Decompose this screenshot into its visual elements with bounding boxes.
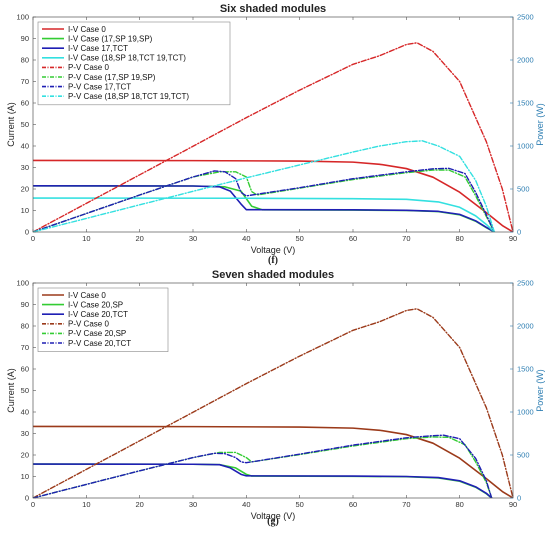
y-tick-label-0: 0: [25, 228, 29, 237]
legend-label-7: P-V Case (18,SP 18,TCT 19,TCT): [68, 92, 189, 101]
series-line-0: [33, 159, 513, 232]
legend-label-1: I-V Case (17,SP 19,SP): [68, 34, 153, 43]
y-tick-label-8: 80: [21, 322, 29, 331]
series-line-3: [33, 197, 496, 232]
x-tick-label-7: 70: [402, 234, 410, 243]
y2-tick-label-4: 2000: [517, 322, 534, 331]
y-tick-label-5: 50: [21, 120, 29, 129]
x-axis-label: Voltage (V): [251, 511, 296, 521]
legend-box: [37, 21, 231, 106]
x-tick-label-4: 40: [242, 234, 250, 243]
y-tick-label-4: 40: [21, 408, 29, 417]
y2-tick-label-0: 0: [517, 494, 521, 503]
legend-label-1: I-V Case 20,SP: [68, 300, 123, 309]
x-tick-label-0: 0: [31, 500, 35, 509]
legend-label-3: I-V Case (18,SP 18,TCT 19,TCT): [68, 54, 186, 63]
series-group: [33, 308, 513, 498]
figure-caption: (g): [267, 516, 279, 527]
legend-label-5: P-V Case 20,TCT: [68, 339, 131, 348]
y-tick-label-10: 100: [16, 279, 29, 288]
y2-tick-label-4: 2000: [517, 56, 534, 65]
y-tick-label-1: 10: [21, 206, 29, 215]
x-tick-label-1: 10: [82, 234, 90, 243]
y-tick-label-1: 10: [21, 472, 29, 481]
series-line-2: [33, 463, 493, 498]
series-line-4: [33, 42, 513, 232]
y2-tick-label-0: 0: [517, 228, 521, 237]
y2-tick-label-5: 2500: [517, 13, 534, 22]
chart-panel-0: 0 10 20 30 40 50 60 70 80 90010203040506070809010…: [6, 3, 545, 266]
x-tick-label-7: 70: [402, 500, 410, 509]
x-tick-label-2: 20: [135, 234, 143, 243]
legend-label-5: P-V Case (17,SP 19,SP): [68, 73, 156, 82]
y-tick-label-2: 20: [21, 185, 29, 194]
x-tick-label-8: 80: [455, 500, 463, 509]
y-tick-label-3: 30: [21, 429, 29, 438]
legend-label-0: I-V Case 0: [68, 291, 106, 300]
y2-tick-label-3: 1500: [517, 365, 534, 374]
series-line-0: [33, 425, 513, 498]
legend-label-3: P-V Case 0: [68, 320, 109, 329]
y-tick-label-3: 30: [21, 163, 29, 172]
legend-box: [37, 287, 169, 352]
y-tick-label-7: 70: [21, 77, 29, 86]
figure-caption: (f): [268, 255, 278, 266]
x-tick-label-2: 20: [135, 500, 143, 509]
y-tick-label-5: 50: [21, 386, 29, 395]
chart-panel-1: 0 10 20 30 40 50 60 70 80 90010203040506070809010…: [6, 269, 545, 527]
y2-tick-label-1: 500: [517, 451, 530, 460]
series-line-2: [33, 184, 496, 232]
x-tick-label-9: 90: [509, 500, 517, 509]
y2-axis-label: Power (W): [535, 103, 545, 146]
series-line-7: [33, 140, 496, 232]
y-tick-label-6: 60: [21, 365, 29, 374]
y-tick-label-9: 90: [21, 34, 29, 43]
y-tick-label-6: 60: [21, 99, 29, 108]
x-tick-label-1: 10: [82, 500, 90, 509]
y2-axis-label: Power (W): [535, 369, 545, 412]
legend-label-6: P-V Case 17,TCT: [68, 82, 131, 91]
legend: I-V Case 0I-V Case 20,SPI-V Case 20,TCTP…: [37, 287, 169, 352]
y-tick-label-8: 80: [21, 56, 29, 65]
y2-tick-label-3: 1500: [517, 99, 534, 108]
x-tick-label-8: 80: [455, 234, 463, 243]
x-tick-label-5: 50: [295, 500, 303, 509]
legend-label-2: I-V Case 17,TCT: [68, 44, 128, 53]
legend-label-2: I-V Case 20,TCT: [68, 310, 128, 319]
legend-label-4: P-V Case 0: [68, 63, 109, 72]
x-tick-label-3: 30: [189, 500, 197, 509]
y-tick-label-0: 0: [25, 494, 29, 503]
y2-tick-label-1: 500: [517, 185, 530, 194]
y2-tick-label-5: 2500: [517, 279, 534, 288]
series-line-5: [33, 434, 493, 498]
y-tick-label-2: 20: [21, 451, 29, 460]
x-tick-label-9: 90: [509, 234, 517, 243]
y2-tick-label-2: 1000: [517, 408, 534, 417]
y-axis-label: Current (A): [6, 102, 16, 147]
x-tick-label-5: 50: [295, 234, 303, 243]
x-tick-label-6: 60: [349, 500, 357, 509]
series-group: [33, 42, 513, 232]
x-tick-label-3: 30: [189, 234, 197, 243]
legend-label-4: P-V Case 20,SP: [68, 329, 126, 338]
y-tick-label-9: 90: [21, 300, 29, 309]
series-line-6: [33, 167, 496, 232]
x-tick-label-4: 40: [242, 500, 250, 509]
y-tick-label-10: 100: [16, 13, 29, 22]
legend: I-V Case 0I-V Case (17,SP 19,SP)I-V Case…: [37, 21, 231, 106]
series-line-3: [33, 308, 513, 498]
chart-title: Six shaded modules: [220, 3, 326, 15]
y-axis-label: Current (A): [6, 368, 16, 413]
y-tick-label-7: 70: [21, 343, 29, 352]
x-tick-label-6: 60: [349, 234, 357, 243]
x-tick-label-0: 0: [31, 234, 35, 243]
x-axis-label: Voltage (V): [251, 245, 296, 255]
legend-label-0: I-V Case 0: [68, 25, 106, 34]
chart-title: Seven shaded modules: [212, 269, 334, 281]
y-tick-label-4: 40: [21, 142, 29, 151]
y2-tick-label-2: 1000: [517, 142, 534, 151]
